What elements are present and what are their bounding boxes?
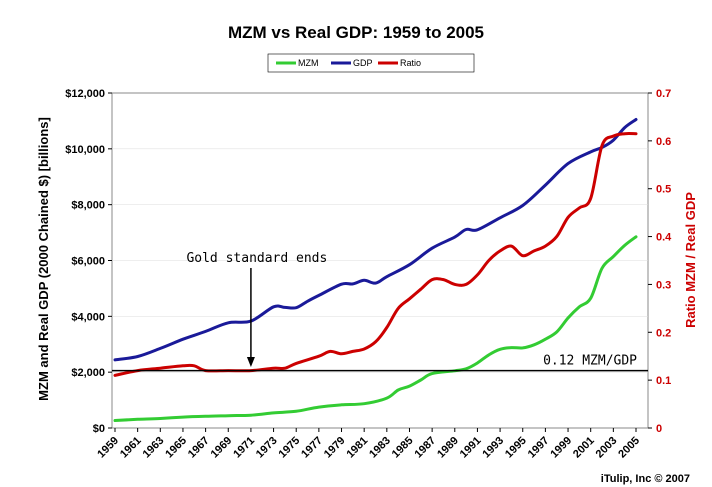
y-tick-label: $4,000 xyxy=(71,311,105,323)
x-tick-label: 1975 xyxy=(277,435,303,461)
credit-text: iTulip, Inc © 2007 xyxy=(601,473,690,485)
y2-tick-label: 0.4 xyxy=(656,232,672,244)
y2-axis-label: Ratio MZM / Real GDP xyxy=(683,192,698,328)
gold-standard-arrow-head xyxy=(246,357,255,367)
y2-tick-label: 0.7 xyxy=(656,88,671,100)
legend-label-gdp: GDP xyxy=(353,58,373,68)
y-tick-label: $6,000 xyxy=(71,256,105,268)
y-tick-label: $0 xyxy=(93,423,105,435)
x-tick-label: 1987 xyxy=(412,435,438,461)
y-tick-label: $12,000 xyxy=(65,88,105,100)
x-tick-label: 2005 xyxy=(616,435,642,461)
y2-tick-label: 0.5 xyxy=(656,184,671,196)
x-tick-label: 1983 xyxy=(367,435,393,461)
y2-tick-label: 0.6 xyxy=(656,136,671,148)
gold-standard-label: Gold standard ends xyxy=(186,251,327,266)
x-tick-label: 1979 xyxy=(322,435,348,461)
x-tick-label: 1999 xyxy=(548,435,574,461)
y2-tick-label: 0.2 xyxy=(656,327,671,339)
x-tick-label: 1971 xyxy=(231,435,257,461)
y-tick-label: $2,000 xyxy=(71,367,105,379)
x-tick-label: 1995 xyxy=(503,435,529,461)
legend: MZM GDP Ratio xyxy=(267,53,475,73)
series-lines xyxy=(113,118,638,422)
x-tick-label: 2001 xyxy=(571,435,597,461)
legend-box xyxy=(267,53,475,73)
y2-tick-label: 0.3 xyxy=(656,279,671,291)
x-tick-label: 1993 xyxy=(480,435,506,461)
x-tick-label: 1963 xyxy=(141,435,167,461)
gridlines xyxy=(112,148,648,373)
x-tick-label: 1997 xyxy=(526,435,552,461)
x-tick-label: 1967 xyxy=(186,435,212,461)
y-axis: $0 $2,000 $4,000 $6,000 $8,000 $10,000 $12,000 xyxy=(65,88,112,435)
x-tick-label: 1989 xyxy=(435,435,461,461)
x-tick-label: 1961 xyxy=(118,435,144,461)
gold-standard-annotation: Gold standard ends xyxy=(186,251,327,367)
reference-line-label: 0.12 MZM/GDP xyxy=(543,354,637,369)
series-line-mzm xyxy=(113,235,638,422)
legend-label-mzm: MZM xyxy=(298,58,319,68)
x-tick-label: 1981 xyxy=(344,435,370,461)
x-tick-label: 2003 xyxy=(594,435,620,461)
x-tick-label: 1973 xyxy=(254,435,280,461)
x-tick-label: 1969 xyxy=(209,435,235,461)
y-tick-label: $10,000 xyxy=(65,144,105,156)
ratio-reference-line: 0.12 MZM/GDP xyxy=(112,354,648,372)
x-tick-label: 1959 xyxy=(95,435,121,461)
x-tick-label: 1991 xyxy=(458,435,484,461)
legend-label-ratio: Ratio xyxy=(400,58,421,68)
y-axis-label: MZM and Real GDP (2000 Chained $) [billi… xyxy=(36,117,51,401)
y2-tick-label: 0 xyxy=(656,423,662,435)
y-tick-label: $8,000 xyxy=(71,200,105,212)
x-tick-label: 1985 xyxy=(390,435,416,461)
x-tick-label: 1977 xyxy=(299,435,325,461)
chart-title: MZM vs Real GDP: 1959 to 2005 xyxy=(228,23,484,42)
series-line-gdp xyxy=(113,118,638,362)
y2-axis: 0 0.1 0.2 0.3 0.4 0.5 0.6 0.7 xyxy=(648,88,672,435)
x-axis: 1959196119631965196719691971197319751977… xyxy=(95,428,642,460)
y2-tick-label: 0.1 xyxy=(656,375,671,387)
x-tick-label: 1965 xyxy=(163,435,189,461)
